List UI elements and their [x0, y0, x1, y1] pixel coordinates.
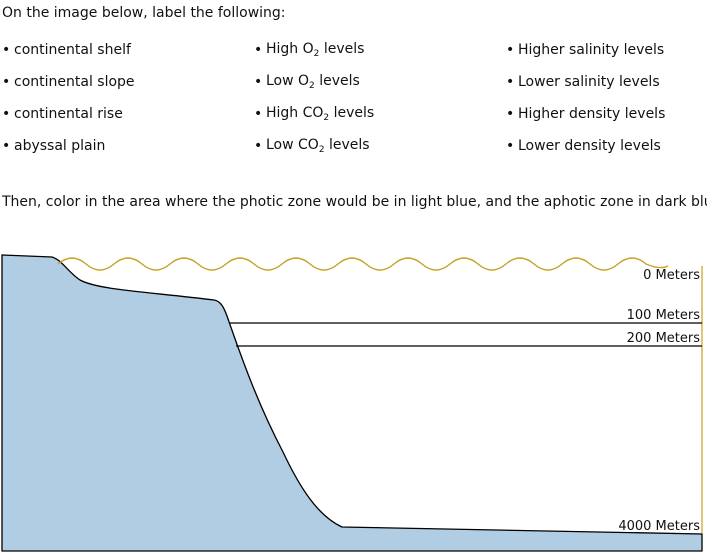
color-instructions: Then, color in the area where the photic…	[2, 194, 707, 210]
term-label: Low O2 levels	[266, 73, 360, 91]
bullet-icon: •	[254, 138, 263, 154]
bullet-icon: •	[506, 138, 515, 154]
bullet-icon: •	[506, 74, 515, 90]
water-surface-wave	[57, 257, 669, 271]
depth-label-200: 200 Meters	[627, 331, 701, 346]
term-item: • Lower salinity levels	[506, 66, 707, 98]
term-label: High CO2 levels	[266, 105, 375, 123]
term-item: • Low CO2 levels	[254, 130, 494, 162]
depth-label-0: 0 Meters	[643, 268, 700, 283]
depth-label-100: 100 Meters	[627, 308, 701, 323]
terms-column-landforms: • continental shelf • continental slope • c…	[2, 34, 242, 162]
term-item: • continental shelf	[2, 34, 242, 66]
term-label: continental rise	[14, 106, 123, 122]
term-item: • High O2 levels	[254, 34, 494, 66]
terms-column-properties: • Higher salinity levels • Lower salinity …	[506, 34, 707, 162]
term-label: abyssal plain	[14, 138, 106, 154]
term-label: continental shelf	[14, 42, 131, 58]
term-label: Higher salinity levels	[518, 42, 665, 58]
term-item: • continental rise	[2, 98, 242, 130]
bullet-icon: •	[506, 42, 515, 58]
term-item: • abyssal plain	[2, 130, 242, 162]
depth-label-4000: 4000 Meters	[618, 519, 700, 534]
term-label: Higher density levels	[518, 106, 666, 122]
term-label: Lower salinity levels	[518, 74, 660, 90]
bullet-icon: •	[254, 42, 263, 58]
terms-column-gases: • High O2 levels • Low O2 levels • High CO2…	[254, 34, 494, 162]
term-item: • continental slope	[2, 66, 242, 98]
bullet-icon: •	[2, 42, 11, 58]
term-label: Low CO2 levels	[266, 137, 370, 155]
seafloor-landmass	[1, 254, 703, 552]
bullet-icon: •	[254, 106, 263, 122]
term-item: • Higher density levels	[506, 98, 707, 130]
term-item: • Lower density levels	[506, 130, 707, 162]
label-instructions: On the image below, label the following:	[2, 5, 286, 21]
bullet-icon: •	[2, 106, 11, 122]
term-item: • High CO2 levels	[254, 98, 494, 130]
term-item: • Low O2 levels	[254, 66, 494, 98]
bullet-icon: •	[506, 106, 515, 122]
term-label: Lower density levels	[518, 138, 661, 154]
term-label: High O2 levels	[266, 41, 365, 59]
term-label: continental slope	[14, 74, 135, 90]
term-item: • Higher salinity levels	[506, 34, 707, 66]
bullet-icon: •	[2, 74, 11, 90]
bullet-icon: •	[254, 74, 263, 90]
bullet-icon: •	[2, 138, 11, 154]
